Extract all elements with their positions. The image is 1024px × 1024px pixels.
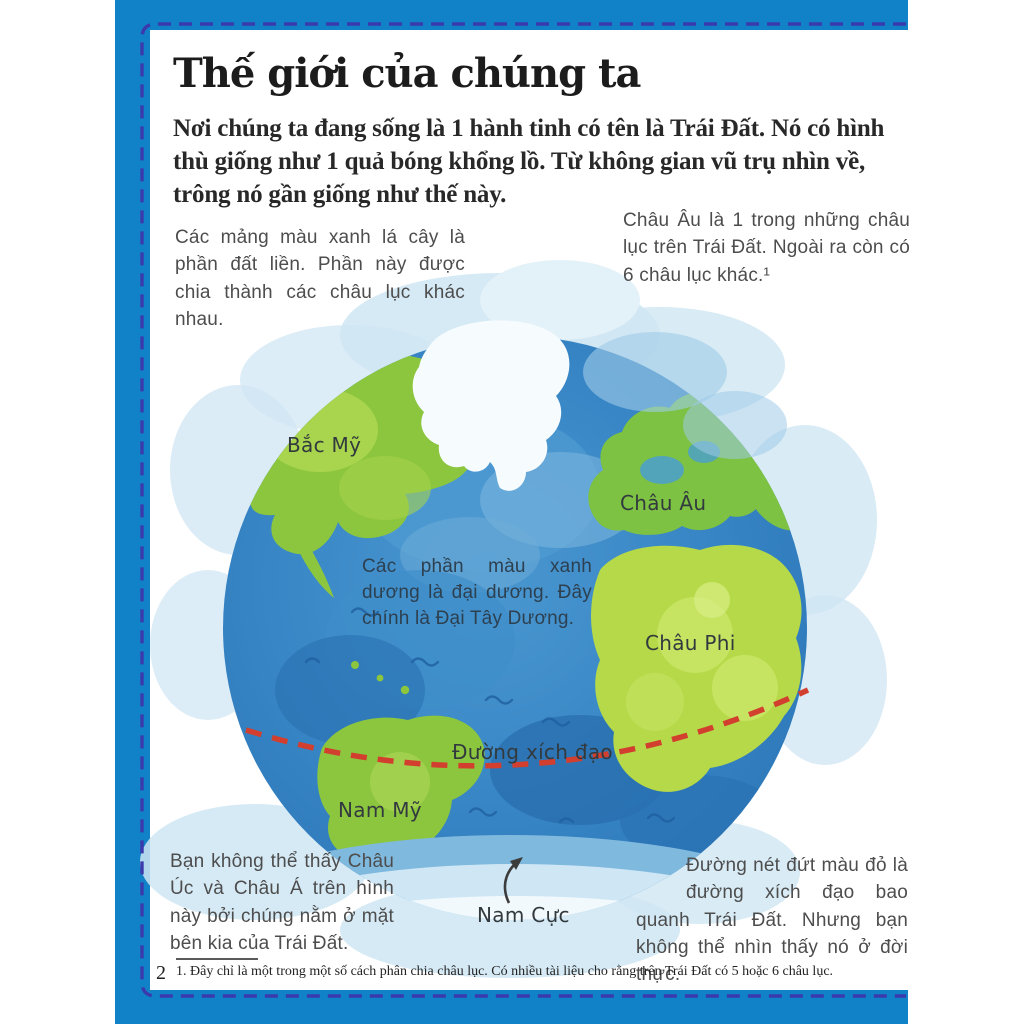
map-label-equator: Đường xích đạo — [452, 740, 613, 764]
map-label-europe: Châu Âu — [620, 491, 707, 515]
footnote-divider — [176, 958, 258, 960]
map-label-africa: Châu Phi — [645, 631, 736, 655]
map-label-north-america: Bắc Mỹ — [287, 433, 362, 457]
intro-paragraph: Nơi chúng ta đang sống là 1 hành tinh có… — [173, 115, 885, 208]
page-title: Thế giới của chúng ta — [173, 50, 641, 97]
map-label-south-america: Nam Mỹ — [338, 798, 422, 822]
page-number: 2 — [156, 962, 166, 984]
annotation-europe: Châu Âu là 1 trong những châu lục trên T… — [623, 210, 910, 286]
annotation-hidden-continents: Bạn không thể thấy Châu Úc và Châu Á trê… — [170, 851, 394, 955]
annotation-ocean: Các phần màu xanh dương là đại dương. Đâ… — [362, 556, 592, 630]
map-label-antarctica: Nam Cực — [477, 903, 570, 927]
annotation-land: Các mảng màu xanh lá cây là phần đất liề… — [175, 227, 465, 331]
footnote-text: 1. Đây chỉ là một trong một số cách phân… — [176, 964, 834, 979]
annotation-equator: Đường nét đứt màu đỏ là đường xích đạo b… — [636, 852, 908, 989]
text-wrap-spacer — [636, 852, 686, 902]
